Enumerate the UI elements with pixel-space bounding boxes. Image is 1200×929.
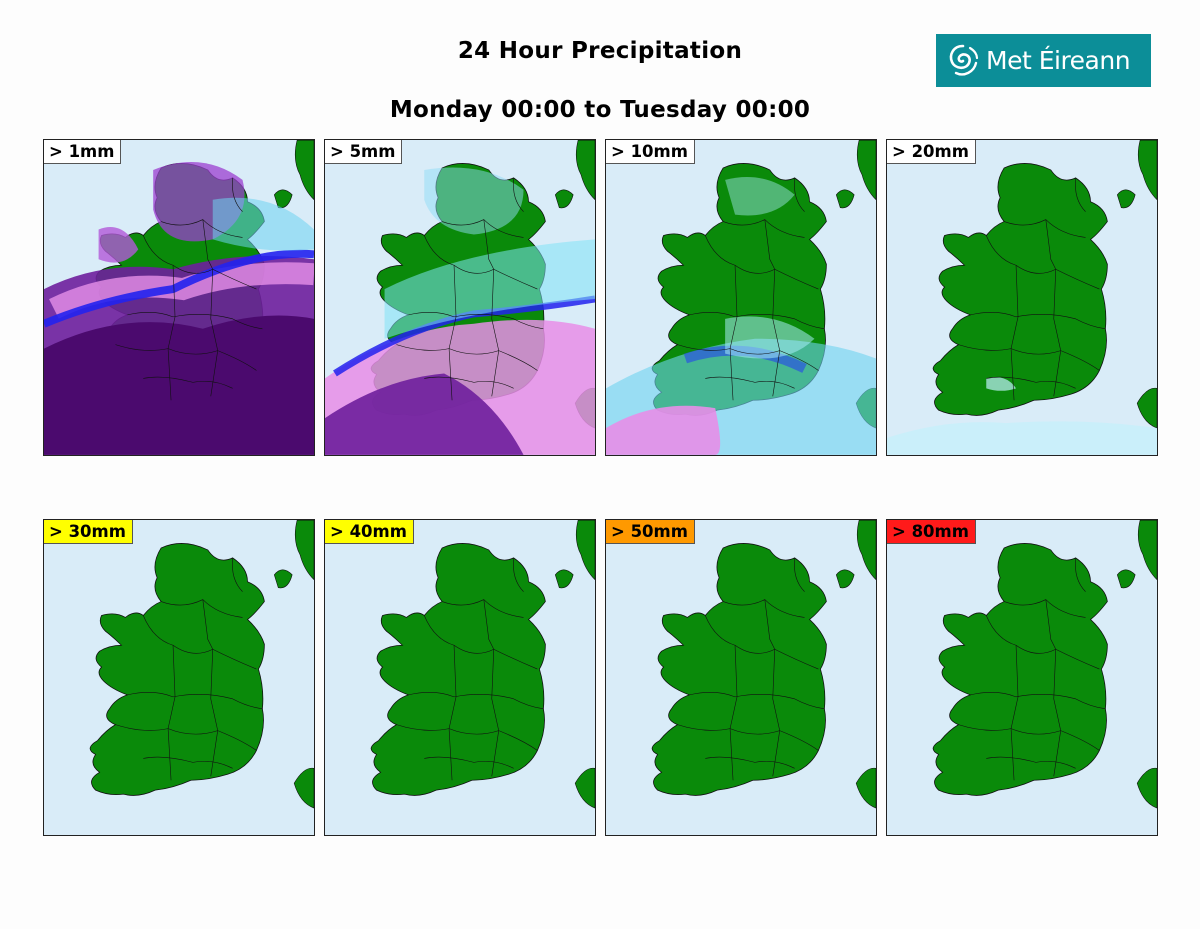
rain-overlay — [606, 177, 876, 455]
threshold-label: > 50mm — [606, 520, 695, 544]
precip-map — [89, 520, 314, 809]
rain-overlay — [325, 167, 595, 455]
precip-map — [932, 520, 1157, 809]
panel-gt-20mm: > 20mm — [886, 139, 1158, 456]
panel-gt-5mm: > 5mm — [324, 139, 596, 456]
panel-gt-50mm: > 50mm — [605, 519, 877, 836]
panel-gt-10mm: > 10mm — [605, 139, 877, 456]
threshold-label: > 80mm — [887, 520, 976, 544]
rain-overlay — [44, 162, 314, 455]
rain-overlay — [887, 377, 1157, 455]
panel-gt-80mm: > 80mm — [886, 519, 1158, 836]
precip-map — [325, 140, 595, 455]
threshold-label: > 40mm — [325, 520, 414, 544]
met-eireann-logo: Met Éireann — [936, 34, 1151, 87]
precip-map — [44, 140, 314, 455]
swirl-icon — [949, 44, 979, 76]
threshold-label: > 20mm — [887, 140, 976, 164]
threshold-label: > 1mm — [44, 140, 122, 164]
map-title: 24 Hour Precipitation — [457, 38, 743, 64]
threshold-label: > 10mm — [606, 140, 695, 164]
threshold-label: > 30mm — [44, 520, 133, 544]
precip-map — [887, 140, 1157, 455]
panel-gt-40mm: > 40mm — [324, 519, 596, 836]
precip-map — [606, 140, 876, 455]
precip-map — [651, 520, 876, 809]
precip-map — [370, 520, 595, 809]
logo-text: Met Éireann — [986, 46, 1131, 75]
map-subtitle: Monday 00:00 to Tuesday 00:00 — [389, 97, 811, 123]
panel-gt-30mm: > 30mm — [43, 519, 315, 836]
panel-gt-1mm: > 1mm — [43, 139, 315, 456]
threshold-label: > 5mm — [325, 140, 403, 164]
